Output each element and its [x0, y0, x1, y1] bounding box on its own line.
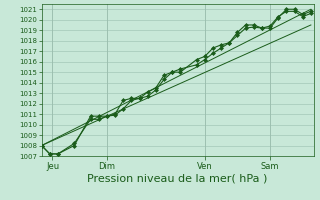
- X-axis label: Pression niveau de la mer( hPa ): Pression niveau de la mer( hPa ): [87, 173, 268, 183]
